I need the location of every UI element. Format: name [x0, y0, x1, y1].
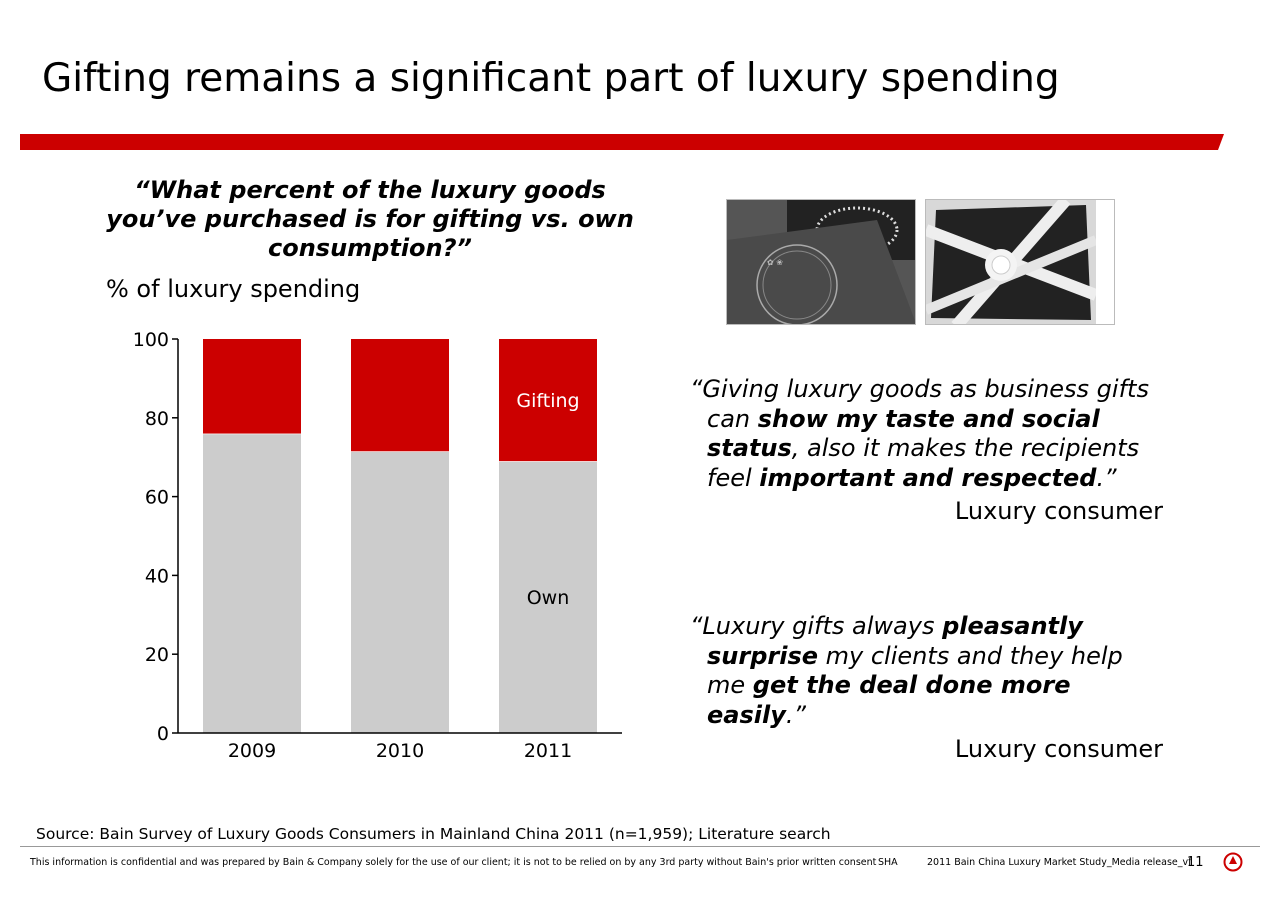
quote-line: “Giving luxury goods as business gifts — [690, 375, 1170, 405]
bar-segment-gifting — [351, 339, 449, 452]
quote-emphasis: pleasantly — [942, 612, 1083, 640]
quote-emphasis: surprise — [707, 641, 819, 670]
y-tick-label: 0 — [157, 723, 169, 745]
series-label: Gifting — [516, 390, 579, 412]
question-line: “What percent of the luxury goods — [134, 176, 606, 204]
quote-line: surprise my clients and they help — [690, 642, 1170, 672]
quote-text: feel — [707, 463, 760, 492]
quote-text: “Giving luxury goods as business gifts — [690, 375, 1149, 403]
stacked-bar-chart: 0 20 40 60 80 100 2009 2010 Own Gifting 2011 — [133, 329, 622, 762]
page-number: 11 — [1187, 855, 1204, 870]
customer-quote: “Luxury gifts always pleasantly surprise … — [690, 612, 1170, 730]
y-tick-label: 100 — [133, 329, 169, 351]
quote-emphasis: easily — [707, 700, 786, 729]
x-tick-label: 2010 — [376, 740, 424, 762]
office-code: SHA — [878, 857, 898, 868]
x-tick-label: 2011 — [524, 740, 572, 762]
quote-text: .” — [1096, 463, 1117, 492]
quote-text: .” — [785, 700, 806, 729]
question-line: consumption?” — [267, 234, 472, 262]
quote-attribution: Luxury consumer — [954, 497, 1163, 525]
quote-line: status, also it makes the recipients — [690, 434, 1170, 464]
y-tick-label: 80 — [145, 408, 169, 430]
quote-line: can show my taste and social — [690, 405, 1170, 435]
document-name: 2011 Bain China Luxury Market Study_Medi… — [927, 857, 1192, 868]
bar-segment-own — [351, 451, 449, 733]
quote-line: easily.” — [690, 701, 1170, 731]
gift-ribbon-photo — [925, 199, 1115, 325]
source-note: Source: Bain Survey of Luxury Goods Cons… — [36, 825, 831, 843]
confidentiality-disclaimer: This information is confidential and was… — [30, 857, 877, 868]
y-tick-label: 20 — [145, 644, 169, 666]
bar-segment-own — [499, 461, 597, 733]
quote-text: me — [707, 671, 753, 699]
survey-question: “What percent of the luxury goods you’ve… — [95, 176, 645, 263]
quote-text: , also it makes the recipients — [791, 434, 1140, 462]
y-tick-label: 40 — [145, 565, 169, 587]
x-tick-label: 2009 — [228, 740, 276, 762]
customer-quote: “Giving luxury goods as business gifts ca… — [690, 375, 1170, 493]
bar-segment-gifting — [499, 339, 597, 462]
quote-line: “Luxury gifts always pleasantly — [690, 612, 1170, 642]
y-tick-label: 60 — [145, 487, 169, 509]
title-accent-bar — [20, 134, 1224, 150]
quote-emphasis: status — [707, 434, 792, 462]
quote-attribution: Luxury consumer — [954, 735, 1163, 763]
question-line: you’ve purchased is for gifting vs. own — [106, 205, 634, 233]
units-label: % of luxury spending — [106, 275, 361, 303]
bar-segment-own — [203, 433, 301, 733]
quote-emphasis: important and respected — [759, 463, 1097, 492]
svg-text:✿ ❀: ✿ ❀ — [767, 258, 783, 267]
bain-logo-icon — [1223, 852, 1243, 872]
quote-emphasis: get the deal done more — [752, 671, 1071, 699]
quote-text: my clients and they help — [818, 641, 1123, 670]
quote-line: me get the deal done more — [690, 671, 1170, 701]
bar-segment-gifting — [203, 339, 301, 434]
gift-card-photo: ✿ ❀ — [726, 199, 916, 325]
series-label: Own — [527, 587, 570, 609]
quote-emphasis: show my taste and social — [757, 404, 1100, 433]
quote-line: feel important and respected.” — [690, 464, 1170, 494]
quote-text: can — [707, 404, 758, 433]
footer-divider — [20, 846, 1260, 847]
quote-text: “Luxury gifts always — [690, 612, 943, 640]
slide-title: Gifting remains a significant part of lu… — [42, 56, 1060, 101]
